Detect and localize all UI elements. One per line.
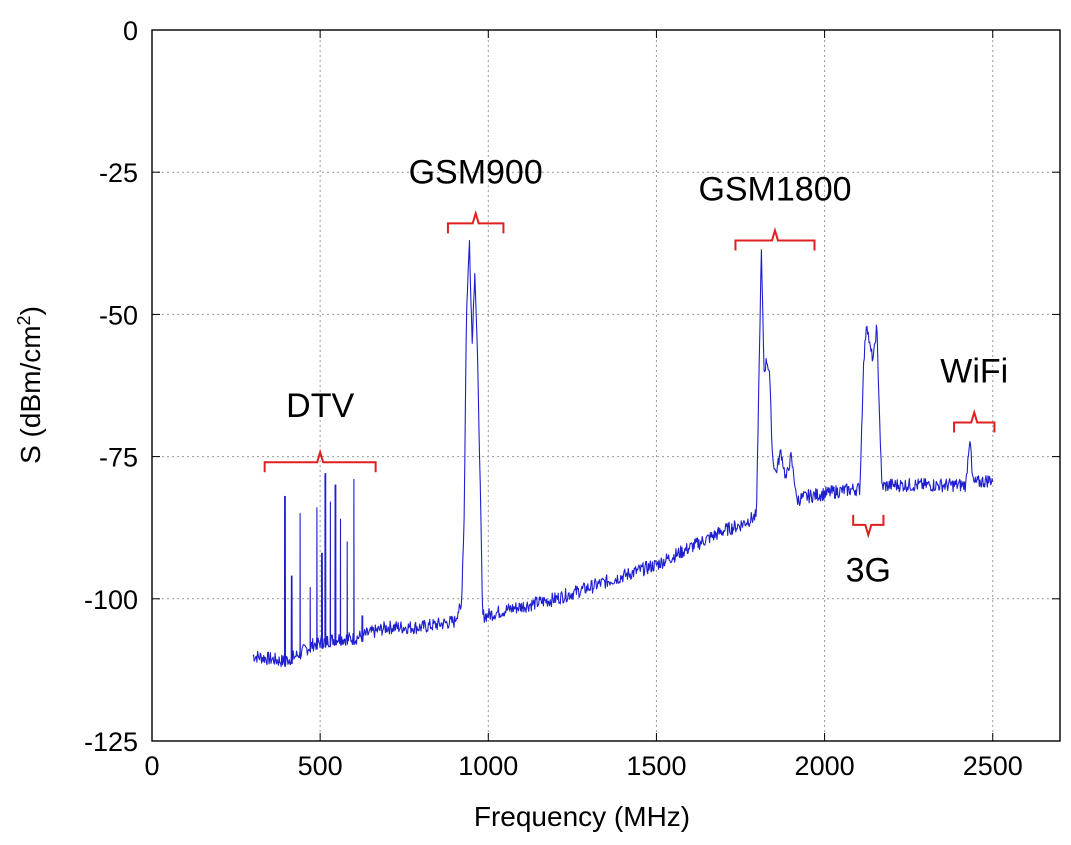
y-axis-label-close: ) [15, 306, 46, 315]
annotation-bracket [446, 209, 505, 234]
y-tick-label: -125 [84, 727, 138, 757]
x-tick-label: 500 [298, 751, 343, 781]
y-tick-label: -75 [99, 443, 138, 473]
y-axis-label-main: S (dBm/cm [15, 325, 46, 463]
band-label: DTV [286, 387, 354, 425]
series-group [252, 240, 994, 668]
x-tick-label: 2500 [963, 751, 1023, 781]
annotation-bracket [734, 226, 816, 251]
x-tick-label: 0 [144, 751, 159, 781]
x-tick-label: 2000 [795, 751, 855, 781]
y-axis-label-superscript: 2 [14, 315, 34, 325]
y-axis-label: S (dBm/cm2) [14, 306, 46, 464]
band-label: GSM900 [409, 154, 543, 192]
plot-frame [151, 29, 1061, 742]
annotation-group: DTV GSM900 GSM1800 WiFi 3G [263, 154, 1008, 590]
y-tick-label: -25 [99, 158, 138, 188]
band-label: GSM1800 [698, 171, 851, 209]
axis-ticks: 0 500 1000 1500 2000 2500 0 -25 -50 -75 -100 -125 [84, 16, 1060, 781]
x-tick-label: 1000 [458, 751, 518, 781]
annotation-bracket [953, 408, 996, 433]
annotation-bracket [263, 448, 377, 473]
band-label: 3G [846, 552, 891, 590]
x-tick-label: 1500 [626, 751, 686, 781]
grid-lines [152, 30, 1060, 741]
y-tick-label: -50 [99, 300, 138, 330]
y-tick-label: 0 [123, 16, 138, 46]
annotation-bracket [852, 514, 885, 539]
band-label: WiFi [940, 353, 1008, 391]
y-tick-label: -100 [84, 585, 138, 615]
spectrum-line [252, 240, 994, 668]
x-axis-label: Frequency (MHz) [474, 801, 690, 832]
